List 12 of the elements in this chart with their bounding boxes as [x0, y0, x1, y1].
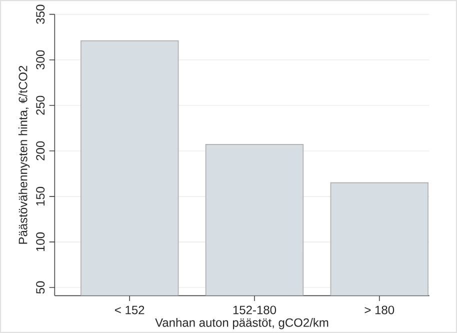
y-axis-title: Päästövähennysten hinta, €/tCO2: [18, 66, 30, 244]
y-tick-label: 150: [36, 186, 45, 206]
y-tick-label: 100: [36, 232, 45, 252]
x-axis-title: Vanhan auton päästöt, gCO2/km: [155, 318, 328, 330]
y-tick-label: 300: [36, 50, 45, 70]
x-tick-label: > 180: [364, 306, 394, 314]
y-tick-label: 250: [36, 96, 45, 115]
x-tick-label: < 152: [115, 306, 144, 314]
y-tick-label: 200: [36, 141, 45, 160]
x-tick-label: 152-180: [233, 306, 276, 314]
y-tick-label: 350: [36, 4, 45, 24]
y-tick-label: 50: [36, 281, 45, 294]
